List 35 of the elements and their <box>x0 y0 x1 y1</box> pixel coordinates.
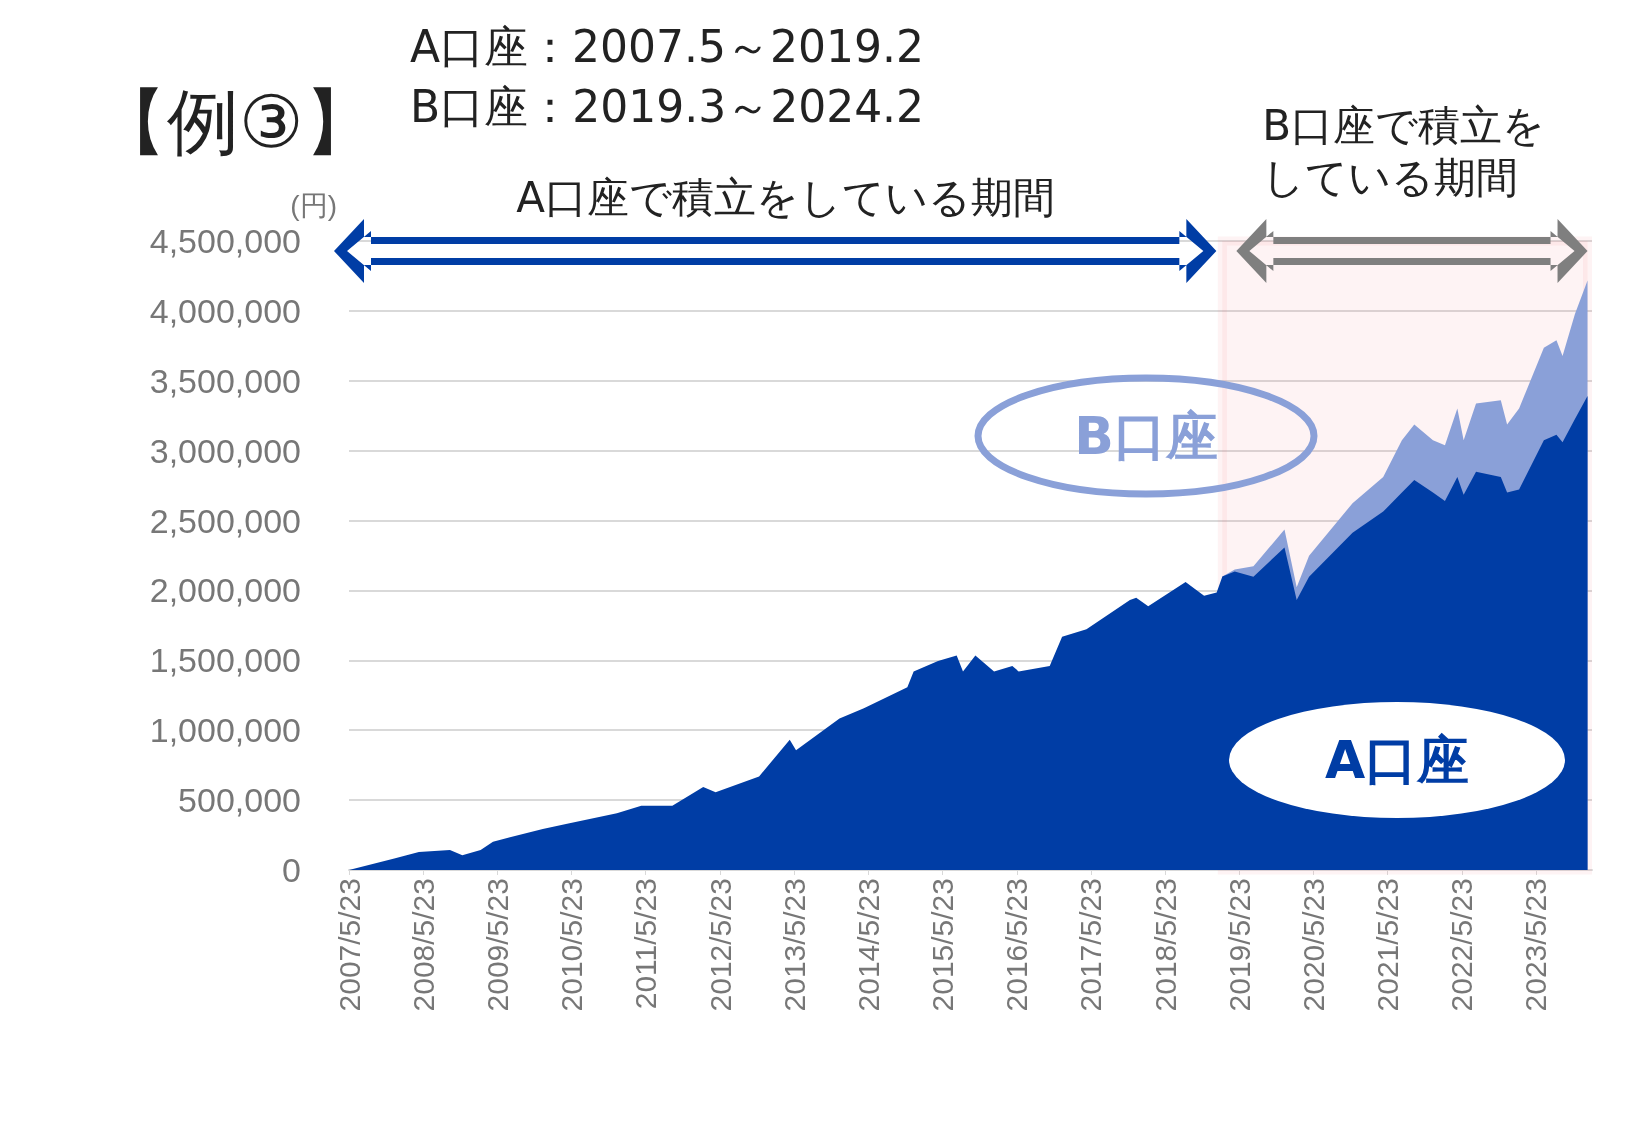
x-tick-label: 2010/5/23 <box>555 878 589 1012</box>
y-tick-label: 3,000,000 <box>149 431 301 470</box>
y-tick-label: 500,000 <box>178 781 301 820</box>
text: A口座で積立をしている期間 <box>516 172 1055 224</box>
series-label: B口座 <box>1074 406 1218 466</box>
x-tick-label: 2007/5/23 <box>332 878 366 1012</box>
x-tick-label: 2008/5/23 <box>406 878 440 1012</box>
x-tick-label: 2023/5/23 <box>1519 878 1553 1012</box>
y-tick-label: 1,500,000 <box>149 641 301 680</box>
x-tick-label: 2020/5/23 <box>1297 878 1331 1012</box>
x-tick-label: 2019/5/23 <box>1222 878 1256 1012</box>
x-tick-label: 2017/5/23 <box>1074 878 1108 1012</box>
series-label: A口座 <box>1324 730 1470 790</box>
text: B口座：2019.3～2024.2 <box>410 80 925 134</box>
y-tick-label: 2,500,000 <box>149 501 301 540</box>
x-tick-label: 2011/5/23 <box>629 878 663 1010</box>
y-tick-label: 3,500,000 <box>149 361 301 400</box>
x-tick-label: 2013/5/23 <box>777 878 811 1012</box>
y-axis-title: (円) <box>290 189 337 221</box>
x-tick-label: 2015/5/23 <box>925 878 959 1012</box>
y-tick-label: 4,500,000 <box>149 222 301 260</box>
x-tick-label: 2018/5/23 <box>1148 878 1182 1012</box>
y-tick-label: 2,000,000 <box>149 571 301 610</box>
chart-title: 【例③】 <box>95 79 376 166</box>
band-label: B口座で積立をしている期間 <box>1262 100 1547 204</box>
y-tick-label: 1,000,000 <box>149 711 301 750</box>
text: A口座：2007.5～2019.2 <box>410 20 925 74</box>
x-tick-label: 2009/5/23 <box>480 878 514 1012</box>
x-tick-label: 2016/5/23 <box>1000 878 1034 1012</box>
x-tick-label: 2012/5/23 <box>703 878 737 1012</box>
x-tick-label: 2022/5/23 <box>1445 878 1479 1012</box>
x-tick-label: 2021/5/23 <box>1371 878 1405 1012</box>
y-tick-label: 0 <box>282 851 301 889</box>
y-tick-label: 4,000,000 <box>149 291 301 330</box>
x-tick-label: 2014/5/23 <box>851 878 885 1012</box>
